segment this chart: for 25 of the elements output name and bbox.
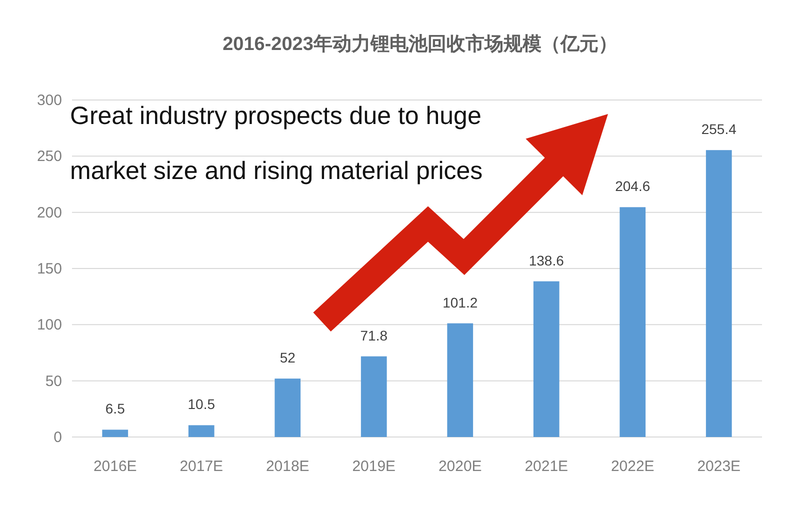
x-tick-label: 2018E	[266, 458, 310, 475]
data-label: 204.6	[615, 178, 650, 194]
y-tick-label: 50	[45, 372, 62, 390]
data-label: 101.2	[442, 294, 478, 310]
annotation: Great industry prospects due to huge market size and rising material prices	[70, 102, 483, 185]
x-tick-label: 2017E	[180, 458, 224, 475]
data-label: 255.4	[701, 121, 737, 138]
y-tick-label: 200	[36, 204, 62, 222]
data-label: 138.6	[528, 252, 564, 268]
x-tick-label: 2020E	[438, 458, 482, 475]
data-label: 10.5	[188, 396, 216, 412]
data-label: 52	[280, 350, 296, 366]
y-tick-label: 250	[36, 148, 62, 166]
data-label: 6.5	[105, 400, 126, 417]
x-tick-label: 2019E	[352, 458, 396, 475]
x-tick-label: 2016E	[93, 458, 137, 475]
y-tick-label: 0	[54, 429, 62, 446]
x-tick-label: 2021E	[524, 458, 568, 475]
y-tick-label: 100	[36, 316, 62, 334]
x-tick-label: 2023E	[697, 458, 741, 475]
y-tick-label: 150	[36, 260, 62, 278]
y-tick-label: 300	[36, 92, 62, 109]
title: 2016-2023年动力锂电池回收市场规模（亿元）	[222, 34, 618, 55]
x-tick-label: 2022E	[610, 458, 654, 475]
data-label: 71.8	[360, 327, 388, 344]
